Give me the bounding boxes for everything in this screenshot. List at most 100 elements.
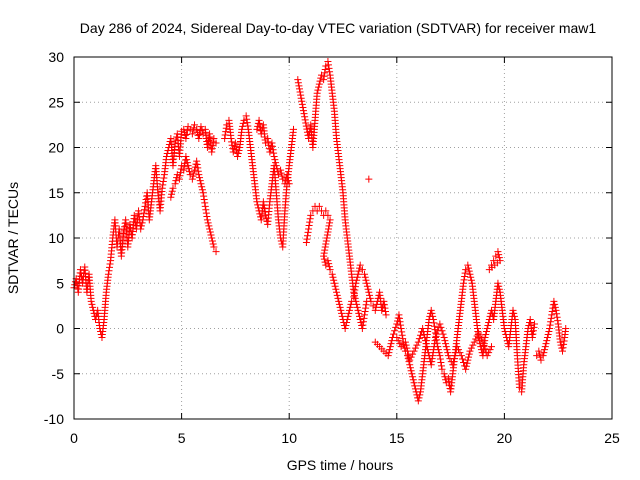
data-point-marker bbox=[302, 119, 310, 127]
data-point-marker bbox=[320, 249, 328, 257]
data-point-marker bbox=[172, 177, 180, 185]
data-point-marker bbox=[274, 168, 282, 176]
data-point-marker bbox=[301, 116, 309, 124]
data-point-marker bbox=[408, 370, 416, 378]
data-point-marker bbox=[320, 72, 328, 80]
data-point-marker bbox=[449, 361, 457, 369]
data-point-marker bbox=[234, 153, 242, 161]
data-point-marker bbox=[344, 312, 352, 320]
data-point-marker bbox=[462, 266, 470, 274]
data-point-marker bbox=[380, 301, 388, 309]
data-point-marker bbox=[369, 302, 377, 310]
data-point-marker bbox=[297, 94, 305, 102]
data-point-marker bbox=[193, 157, 201, 165]
data-point-marker bbox=[467, 273, 475, 281]
data-point-marker bbox=[510, 312, 518, 320]
data-point-marker bbox=[231, 139, 239, 147]
data-point-marker bbox=[160, 174, 168, 182]
data-point-marker bbox=[485, 318, 493, 326]
data-point-marker bbox=[203, 213, 211, 221]
data-point-marker bbox=[543, 334, 551, 342]
data-point-marker bbox=[443, 346, 451, 354]
data-point-marker bbox=[232, 142, 240, 150]
data-point-marker bbox=[345, 309, 353, 317]
data-point-marker bbox=[302, 122, 310, 130]
data-point-marker bbox=[466, 347, 474, 355]
data-point-marker bbox=[428, 309, 436, 317]
data-point-marker bbox=[199, 189, 207, 197]
data-point-marker bbox=[461, 269, 469, 277]
data-point-marker bbox=[159, 181, 167, 189]
data-point-marker bbox=[137, 225, 145, 233]
data-point-marker bbox=[419, 328, 427, 336]
data-point-marker bbox=[346, 303, 354, 311]
data-point-marker bbox=[559, 344, 567, 352]
data-point-marker bbox=[484, 321, 492, 329]
data-point-marker bbox=[406, 364, 414, 372]
data-point-marker bbox=[330, 276, 338, 284]
data-point-marker bbox=[207, 231, 215, 239]
data-point-marker bbox=[362, 304, 370, 312]
data-point-marker bbox=[279, 175, 287, 183]
data-point-marker bbox=[140, 206, 148, 214]
data-point-marker bbox=[476, 332, 484, 340]
data-point-marker bbox=[444, 352, 452, 360]
data-point-marker bbox=[238, 125, 246, 133]
data-point-marker bbox=[180, 125, 188, 133]
data-point-marker bbox=[183, 156, 191, 164]
data-point-marker bbox=[481, 345, 489, 353]
data-point-marker bbox=[462, 362, 470, 370]
data-point-marker bbox=[351, 283, 359, 291]
data-point-marker bbox=[324, 61, 332, 69]
data-point-marker bbox=[362, 276, 370, 284]
data-point-marker bbox=[201, 199, 209, 207]
data-point-marker bbox=[361, 270, 369, 278]
data-point-marker bbox=[359, 321, 367, 329]
data-point-marker bbox=[366, 294, 374, 302]
data-point-marker bbox=[397, 325, 405, 332]
x-tick-label: 20 bbox=[497, 430, 513, 446]
data-point-marker bbox=[388, 337, 396, 345]
data-point-marker bbox=[528, 334, 536, 342]
data-point-marker bbox=[469, 341, 477, 349]
data-point-marker bbox=[437, 362, 445, 370]
y-tick-label: 25 bbox=[48, 94, 64, 110]
data-point-marker bbox=[321, 258, 329, 266]
data-point-marker bbox=[541, 346, 549, 354]
data-point-marker bbox=[208, 234, 216, 242]
data-point-marker bbox=[87, 297, 95, 305]
data-point-marker bbox=[358, 266, 366, 274]
data-point-marker bbox=[255, 116, 263, 124]
data-point-marker bbox=[330, 279, 338, 287]
data-point-marker bbox=[285, 180, 293, 188]
x-tick-label: 0 bbox=[70, 430, 78, 446]
data-point-marker bbox=[196, 177, 204, 185]
data-point-marker bbox=[367, 297, 375, 305]
data-point-marker bbox=[190, 169, 198, 177]
data-point-marker bbox=[480, 341, 488, 349]
x-tick-label: 5 bbox=[178, 430, 186, 446]
data-point-marker bbox=[294, 79, 302, 87]
data-point-marker bbox=[197, 180, 205, 188]
data-point-marker bbox=[351, 294, 359, 302]
data-point-marker bbox=[465, 264, 473, 272]
data-point-marker bbox=[449, 358, 457, 366]
data-point-marker bbox=[464, 356, 472, 364]
data-point-marker bbox=[315, 83, 323, 91]
data-point-marker bbox=[324, 228, 332, 236]
data-point-marker bbox=[324, 225, 332, 233]
data-point-marker bbox=[409, 376, 417, 384]
data-point-marker bbox=[482, 328, 490, 336]
x-axis-label: GPS time / hours bbox=[287, 457, 394, 473]
data-point-marker bbox=[495, 254, 503, 262]
data-point-marker bbox=[430, 322, 438, 330]
data-point-marker bbox=[320, 76, 328, 84]
data-point-marker bbox=[306, 215, 314, 223]
data-point-marker bbox=[560, 340, 568, 348]
data-point-marker bbox=[364, 285, 372, 293]
data-point-marker bbox=[442, 343, 450, 351]
grid-lines bbox=[74, 57, 612, 419]
data-point-marker bbox=[548, 308, 556, 316]
data-point-marker bbox=[278, 172, 286, 180]
data-point-marker bbox=[284, 174, 292, 182]
